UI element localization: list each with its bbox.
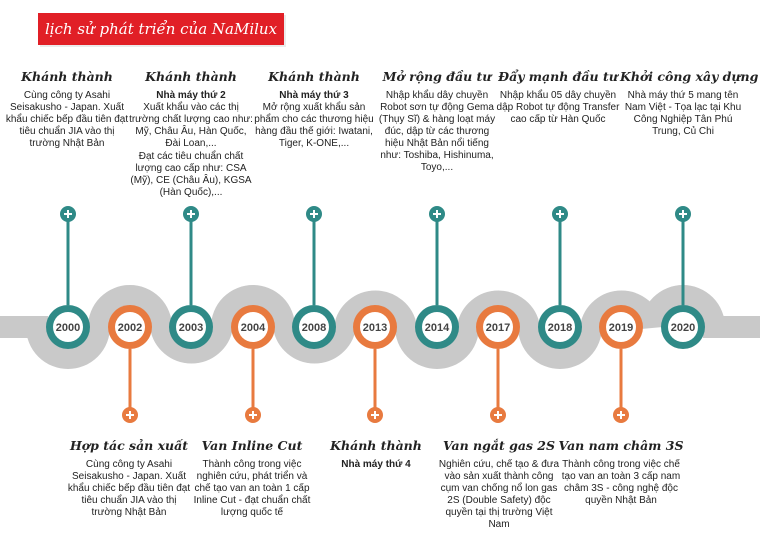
top-block-2018: Đẩy mạnh đầu tư Nhập khẩu 05 dây chuyền … — [495, 69, 621, 126]
plus-icon — [556, 210, 564, 218]
top-description: Đạt các tiêu chuẩn chất lượng cao cấp nh… — [130, 151, 252, 198]
bottom-block-2019: Van nam châm 3S Thành công trong việc ch… — [558, 438, 684, 507]
top-heading: Mở rộng đầu tư — [382, 69, 492, 84]
year-disc — [299, 312, 329, 342]
year-label: 2014 — [425, 322, 450, 334]
plus-icon — [187, 210, 195, 218]
year-disc — [238, 312, 268, 342]
top-block-2008: Khánh thành Nhà máy thứ 3 Mở rộng xuất k… — [251, 69, 377, 150]
plus-icon — [617, 411, 625, 419]
top-heading: Khánh thành — [268, 69, 360, 84]
year-disc — [360, 312, 390, 342]
year-disc — [176, 312, 206, 342]
year-label: 2017 — [486, 322, 510, 334]
year-label: 2004 — [241, 322, 266, 334]
bottom-block-2017: Van ngắt gas 2S Nghiên cứu, chế tạo & đư… — [436, 438, 562, 531]
year-disc — [53, 312, 83, 342]
top-description: Nhập khẩu dây chuyền Robot sơn tự động G… — [378, 90, 496, 173]
year-disc — [422, 312, 452, 342]
top-block-2000: Khánh thành Cùng công ty Asahi Seisakush… — [4, 69, 130, 150]
bottom-description: Cùng công ty Asahi Seisakusho - Japan. X… — [67, 459, 191, 518]
timeline-band — [0, 285, 760, 369]
top-block-2003: Khánh thành Nhà máy thứ 2 Xuất khẩu vào … — [128, 69, 254, 199]
bottom-heading: Van ngắt gas 2S — [442, 438, 556, 453]
bottom-heading: Khánh thành — [330, 438, 422, 453]
year-disc — [545, 312, 575, 342]
top-heading: Khởi công xây dựng — [620, 69, 759, 84]
bottom-block-2013: Khánh thành Nhà máy thứ 4 — [313, 438, 439, 471]
bottom-description: Thành công trong việc chế tạo van an toà… — [561, 459, 681, 506]
top-description: Xuất khẩu vào các thị trường chất lượng … — [129, 102, 253, 149]
bottom-heading: Van Inline Cut — [201, 438, 303, 453]
bottom-subheading: Nhà máy thứ 4 — [341, 459, 411, 470]
top-description: Nhà máy thứ 5 mang tên Nam Việt - Tọa lạ… — [624, 90, 742, 137]
year-label: 2018 — [548, 322, 572, 334]
year-disc — [115, 312, 145, 342]
bottom-description: Nghiên cứu, chế tạo & đưa vào sản xuất t… — [438, 459, 560, 530]
year-disc — [606, 312, 636, 342]
plus-icon — [371, 411, 379, 419]
year-label: 2013 — [363, 322, 387, 334]
top-heading: Đẩy mạnh đầu tư — [498, 69, 618, 84]
plus-icon — [249, 411, 257, 419]
top-heading: Khánh thành — [145, 69, 237, 84]
plus-icon — [64, 210, 72, 218]
year-label: 2020 — [671, 322, 695, 334]
year-disc — [483, 312, 513, 342]
top-description: Cùng công ty Asahi Seisakusho - Japan. X… — [5, 90, 129, 149]
bottom-heading: Van nam châm 3S — [558, 438, 684, 453]
year-label: 2008 — [302, 322, 326, 334]
plus-icon — [494, 411, 502, 419]
bottom-heading: Hợp tác sản xuất — [69, 438, 189, 453]
page-title: lịch sử phát triển của NaMilux — [38, 13, 284, 45]
year-label: 2003 — [179, 322, 203, 334]
bottom-block-2002: Hợp tác sản xuất Cùng công ty Asahi Seis… — [66, 438, 192, 519]
plus-icon — [310, 210, 318, 218]
year-disc — [668, 312, 698, 342]
top-subheading: Nhà máy thứ 2 — [156, 90, 226, 101]
top-subheading: Nhà máy thứ 3 — [279, 90, 349, 101]
top-description: Nhập khẩu 05 dây chuyền dập Robot tự độn… — [496, 90, 620, 125]
plus-icon — [679, 210, 687, 218]
plus-icon — [433, 210, 441, 218]
year-label: 2000 — [56, 322, 80, 334]
year-label: 2002 — [118, 322, 142, 334]
top-description: Mở rộng xuất khẩu sản phẩm cho các thươn… — [254, 102, 374, 149]
bottom-description: Thành công trong việc nghiên cứu, phát t… — [193, 459, 311, 518]
top-heading: Khánh thành — [21, 69, 113, 84]
plus-icon — [126, 411, 134, 419]
top-block-2014: Mở rộng đầu tư Nhập khẩu dây chuyền Robo… — [374, 69, 500, 174]
bottom-block-2004: Van Inline Cut Thành công trong việc ngh… — [189, 438, 315, 519]
top-block-2020: Khởi công xây dựng Nhà máy thứ 5 mang tê… — [620, 69, 759, 138]
year-label: 2019 — [609, 322, 633, 334]
